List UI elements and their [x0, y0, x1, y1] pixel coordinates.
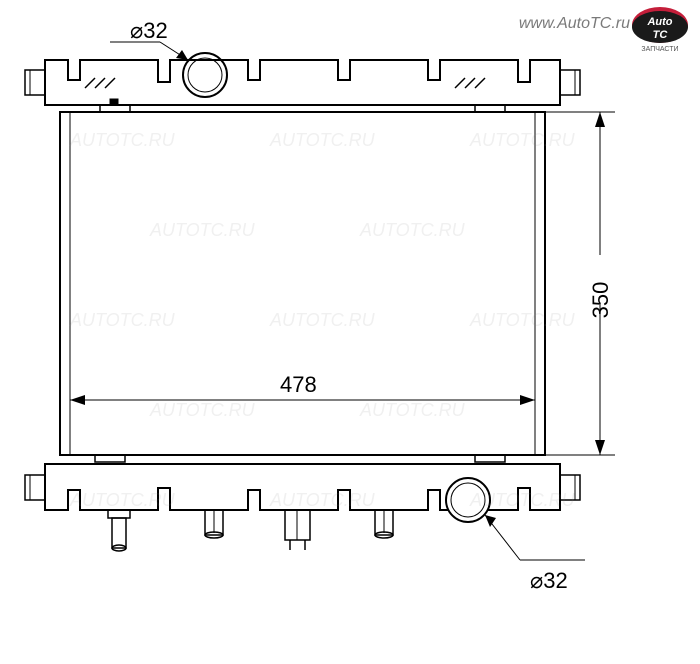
svg-text:ЗАПЧАСТИ: ЗАПЧАСТИ — [641, 46, 678, 53]
watermark-text: AUTOTC.RU — [70, 490, 175, 511]
radiator-diagram: ⌀32 ⌀32 478 350 — [0, 0, 700, 664]
dim-height: 350 — [588, 282, 613, 319]
watermark-text: AUTOTC.RU — [470, 490, 575, 511]
watermark-text: AUTOTC.RU — [150, 400, 255, 421]
watermark-text: AUTOTC.RU — [70, 310, 175, 331]
dim-top-diameter: ⌀32 — [130, 18, 168, 43]
watermark-text: AUTOTC.RU — [270, 130, 375, 151]
source-url: www.AutoTC.ru — [519, 15, 630, 33]
watermark-text: AUTOTC.RU — [270, 490, 375, 511]
svg-text:Auto: Auto — [646, 16, 672, 28]
svg-text:TC: TC — [653, 29, 669, 41]
watermark-text: AUTOTC.RU — [270, 310, 375, 331]
watermark-text: AUTOTC.RU — [360, 220, 465, 241]
watermark-text: AUTOTC.RU — [470, 130, 575, 151]
autotc-logo: Auto TC ЗАПЧАСТИ — [630, 5, 690, 55]
watermark-text: AUTOTC.RU — [360, 400, 465, 421]
dim-width: 478 — [280, 372, 317, 397]
dim-bottom-diameter: ⌀32 — [530, 568, 568, 593]
watermark-text: AUTOTC.RU — [150, 220, 255, 241]
watermark-text: AUTOTC.RU — [470, 310, 575, 331]
watermark-text: AUTOTC.RU — [70, 130, 175, 151]
